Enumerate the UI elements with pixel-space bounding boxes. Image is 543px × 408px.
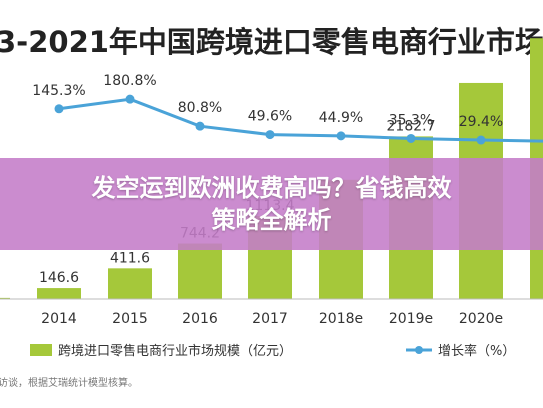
x-tick-label: 2016	[182, 311, 218, 327]
banner-title-line-1: 发空运到欧洲收费高吗？省钱高效	[91, 174, 452, 202]
growth-value-label: 44.9%	[319, 110, 363, 126]
growth-line-layer: 145.3%180.8%80.8%49.6%44.9%35.3%29.4%2	[32, 73, 543, 145]
legend-bar-label: 跨境进口零售电商行业市场规模（亿元）	[58, 343, 292, 359]
bar-2014	[37, 288, 81, 299]
legend-bar-swatch	[30, 344, 52, 356]
source-note: 访谈，根据艾瑞统计模型核算。	[0, 376, 138, 389]
bar-2015	[108, 268, 152, 299]
growth-point	[476, 135, 486, 145]
x-tick-label: 2020e	[459, 311, 503, 327]
growth-point	[336, 131, 346, 141]
bar-value-label: 146.6	[39, 270, 79, 286]
growth-point	[54, 104, 64, 114]
x-tick-label: 2017	[252, 311, 288, 327]
growth-value-label: 29.4%	[459, 114, 503, 130]
banner-title-line-2: 策略全解析	[211, 206, 332, 234]
growth-point	[195, 121, 205, 131]
growth-point	[265, 130, 275, 140]
growth-point	[406, 133, 416, 143]
growth-point	[125, 94, 135, 104]
x-axis-labels: 320142015201620172018e2019e2020e2	[41, 311, 503, 327]
growth-value-label: 145.3%	[32, 83, 85, 99]
title-banner: 发空运到欧洲收费高吗？省钱高效 策略全解析	[0, 158, 543, 250]
legend-line-label: 增长率（%）	[438, 343, 515, 359]
growth-rate-line	[58, 97, 543, 143]
bar-value-label: 2182.7	[387, 118, 436, 134]
bar-3	[0, 297, 10, 299]
x-tick-label: 2015	[112, 311, 148, 327]
growth-value-label: 35.3%	[389, 112, 433, 128]
chart-title: 3-2021年中国跨境进口零售电商行业市场	[0, 25, 543, 59]
bar-value-label: 411.6	[110, 250, 150, 266]
x-tick-label: 2019e	[389, 311, 433, 327]
legend-line-marker	[415, 346, 423, 354]
bar-2016	[178, 243, 222, 299]
growth-value-label: 80.8%	[178, 100, 222, 116]
growth-value-label: 180.8%	[103, 73, 156, 89]
x-tick-label: 2014	[41, 311, 77, 327]
growth-value-label: 49.6%	[248, 109, 292, 125]
x-tick-label: 2018e	[319, 311, 363, 327]
legend: 跨境进口零售电商行业市场规模（亿元） 增长率（%）	[30, 343, 515, 359]
